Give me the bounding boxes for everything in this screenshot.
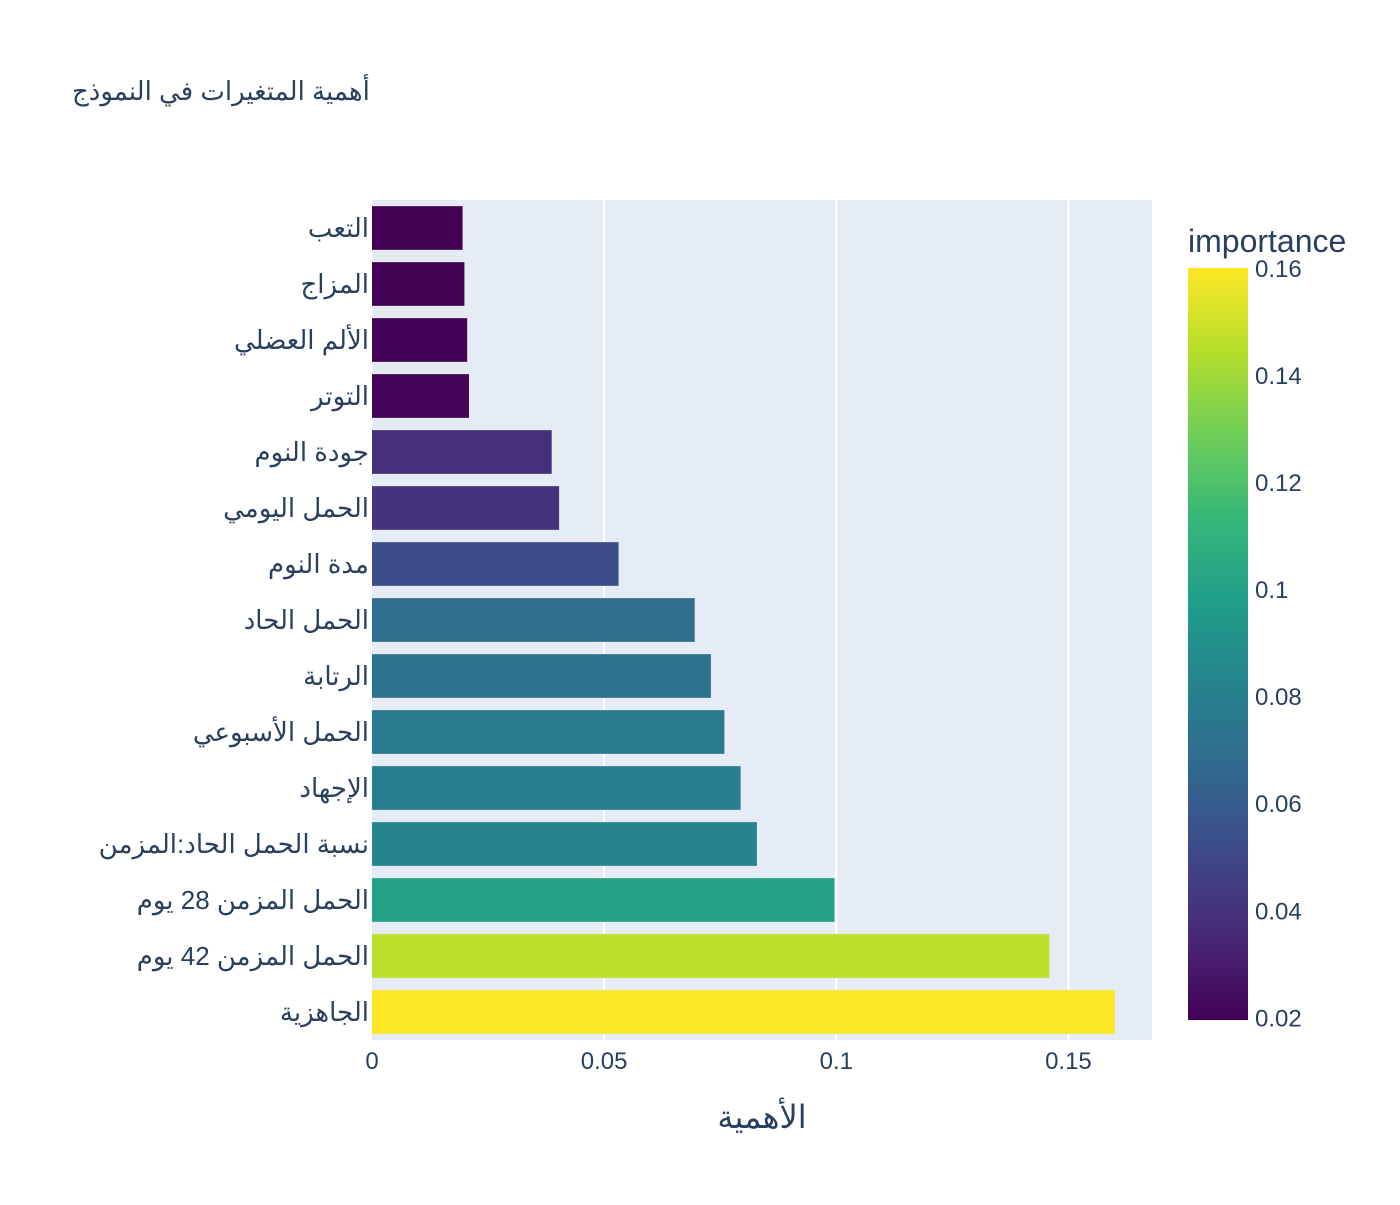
bar <box>372 934 1050 978</box>
y-tick-label: التوتر <box>309 381 369 412</box>
colorbar-tick-label: 0.1 <box>1255 577 1288 604</box>
chart-title: أهمية المتغيرات في النموذج <box>72 73 370 107</box>
y-tick-label: الرتابة <box>303 661 369 692</box>
colorbar-tick-label: 0.16 <box>1255 256 1302 283</box>
colorbar-tick-label: 0.02 <box>1255 1005 1302 1032</box>
y-tick-label: مدة النوم <box>268 549 369 580</box>
bar <box>372 990 1115 1034</box>
y-tick-label: التعب <box>308 213 369 243</box>
colorbar-tick-label: 0.14 <box>1255 363 1302 390</box>
x-tick-label: 0 <box>365 1048 378 1075</box>
bar <box>372 486 560 530</box>
colorbar-tick-labels: 0.02 0.04 0.06 0.08 0.1 0.12 0.14 0.16 <box>1255 256 1302 1032</box>
colorbar-tick-label: 0.06 <box>1255 791 1302 818</box>
bar <box>372 430 552 474</box>
bar <box>372 374 470 418</box>
bar <box>372 710 725 754</box>
y-tick-label: الحمل الأسبوعي <box>193 715 369 748</box>
colorbar-gradient <box>1188 268 1248 1020</box>
colorbar-tick-label: 0.08 <box>1255 684 1302 711</box>
colorbar-tick-label: 0.12 <box>1255 470 1302 497</box>
y-tick-label: الحمل المزمن 28 يوم <box>137 885 369 916</box>
y-tick-label: نسبة الحمل الحاد:المزمن <box>99 829 369 860</box>
bar <box>372 878 835 922</box>
bar <box>372 206 463 250</box>
y-tick-label: الحمل الحاد <box>244 605 369 635</box>
bar <box>372 598 695 642</box>
x-tick-label: 0.15 <box>1045 1048 1092 1075</box>
colorbar-tick-label: 0.04 <box>1255 898 1302 925</box>
y-axis-tick-labels: التعب المزاج الألم العضلي التوتر جودة النوم ا… <box>99 213 369 1028</box>
y-tick-label: المزاج <box>300 269 369 300</box>
x-axis-title: الأهمية <box>717 1097 806 1135</box>
x-axis-tick-labels: 0 0.05 0.1 0.15 <box>365 1048 1091 1075</box>
colorbar: importance 0.020.040.060.080.10.120.140.… <box>1188 223 1346 1032</box>
x-tick-label: 0.1 <box>820 1048 853 1075</box>
bar <box>372 654 711 698</box>
y-tick-label: الحمل المزمن 42 يوم <box>137 941 369 972</box>
x-tick-label: 0.05 <box>581 1048 628 1075</box>
bar <box>372 262 465 306</box>
y-tick-label: الإجهاد <box>299 773 369 804</box>
bar <box>372 822 757 866</box>
bars <box>372 206 1115 1034</box>
bar <box>372 318 468 362</box>
bar <box>372 766 741 810</box>
y-tick-label: الحمل اليومي <box>223 493 369 524</box>
bar <box>372 542 619 586</box>
y-tick-label: الألم العضلي <box>234 323 369 356</box>
colorbar-title: importance <box>1188 223 1346 259</box>
y-tick-label: جودة النوم <box>255 437 369 468</box>
y-tick-label: الجاهزية <box>280 997 369 1028</box>
